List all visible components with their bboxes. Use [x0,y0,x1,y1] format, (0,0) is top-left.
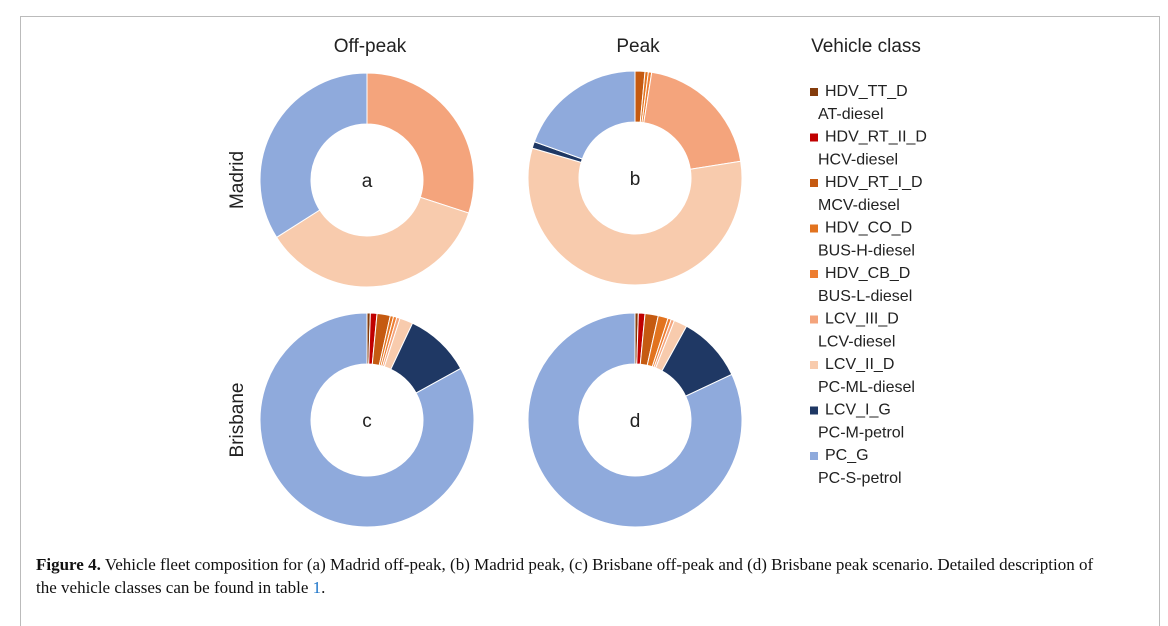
legend-swatch [810,452,818,460]
legend-name: HDV_CO_D [825,220,912,237]
legend-swatch [810,361,818,369]
legend-description: AT-diesel [818,106,884,123]
legend-description: PC-S-petrol [818,470,902,487]
donut-slice [275,196,470,288]
column-label: Off-peak [334,36,407,57]
legend-name: HDV_RT_I_D [825,174,923,191]
donut-slice [527,147,743,286]
column-label: Peak [616,36,660,57]
legend-title: Vehicle class [811,36,921,57]
figure-frame [20,16,1160,626]
legend-name: PC_G [825,447,869,464]
row-label: Brisbane [227,383,248,458]
legend-swatch [810,179,818,187]
caption-text: Vehicle fleet composition for (a) Madrid… [36,555,1094,597]
donut-slice [533,70,636,160]
row-label: Madrid [227,151,248,209]
legend-swatch [810,133,818,142]
table-link[interactable]: 1 [312,578,322,597]
legend-description: PC-ML-diesel [818,379,915,396]
legend-name: LCV_I_G [825,402,891,419]
legend-swatch [810,315,818,324]
legend-name: LCV_II_D [825,356,894,373]
panel-label: a [362,171,373,192]
caption: Figure 4. Vehicle fleet composition for … [36,553,1116,599]
legend-description: HCV-diesel [818,152,898,169]
legend-swatch [810,270,818,278]
legend-name: HDV_CB_D [825,265,910,282]
legend-swatch [810,88,818,96]
donut-slice [643,71,742,170]
legend-description: PC-M-petrol [818,425,904,442]
legend-description: MCV-diesel [818,197,900,214]
caption-label: Figure 4. [36,555,101,574]
legend-description: BUS-L-diesel [818,288,912,305]
donut-slice [259,312,475,528]
caption-end: . [321,578,326,597]
legend-name: HDV_TT_D [825,83,908,100]
legend-name: LCV_III_D [825,311,899,328]
legend-swatch [810,406,818,415]
legend-swatch [810,224,818,233]
legend-description: LCV-diesel [818,334,895,351]
panel-label: c [362,411,372,432]
legend-name: HDV_RT_II_D [825,129,927,146]
donut-slice [259,72,368,239]
donut-slice [366,72,475,214]
donut-slice [527,312,743,528]
legend-description: BUS-H-diesel [818,243,915,260]
panel-label: b [630,169,641,190]
panel-label: d [630,411,641,432]
figure: Off-peak Peak Vehicle class Madrid Brisb… [227,36,927,528]
